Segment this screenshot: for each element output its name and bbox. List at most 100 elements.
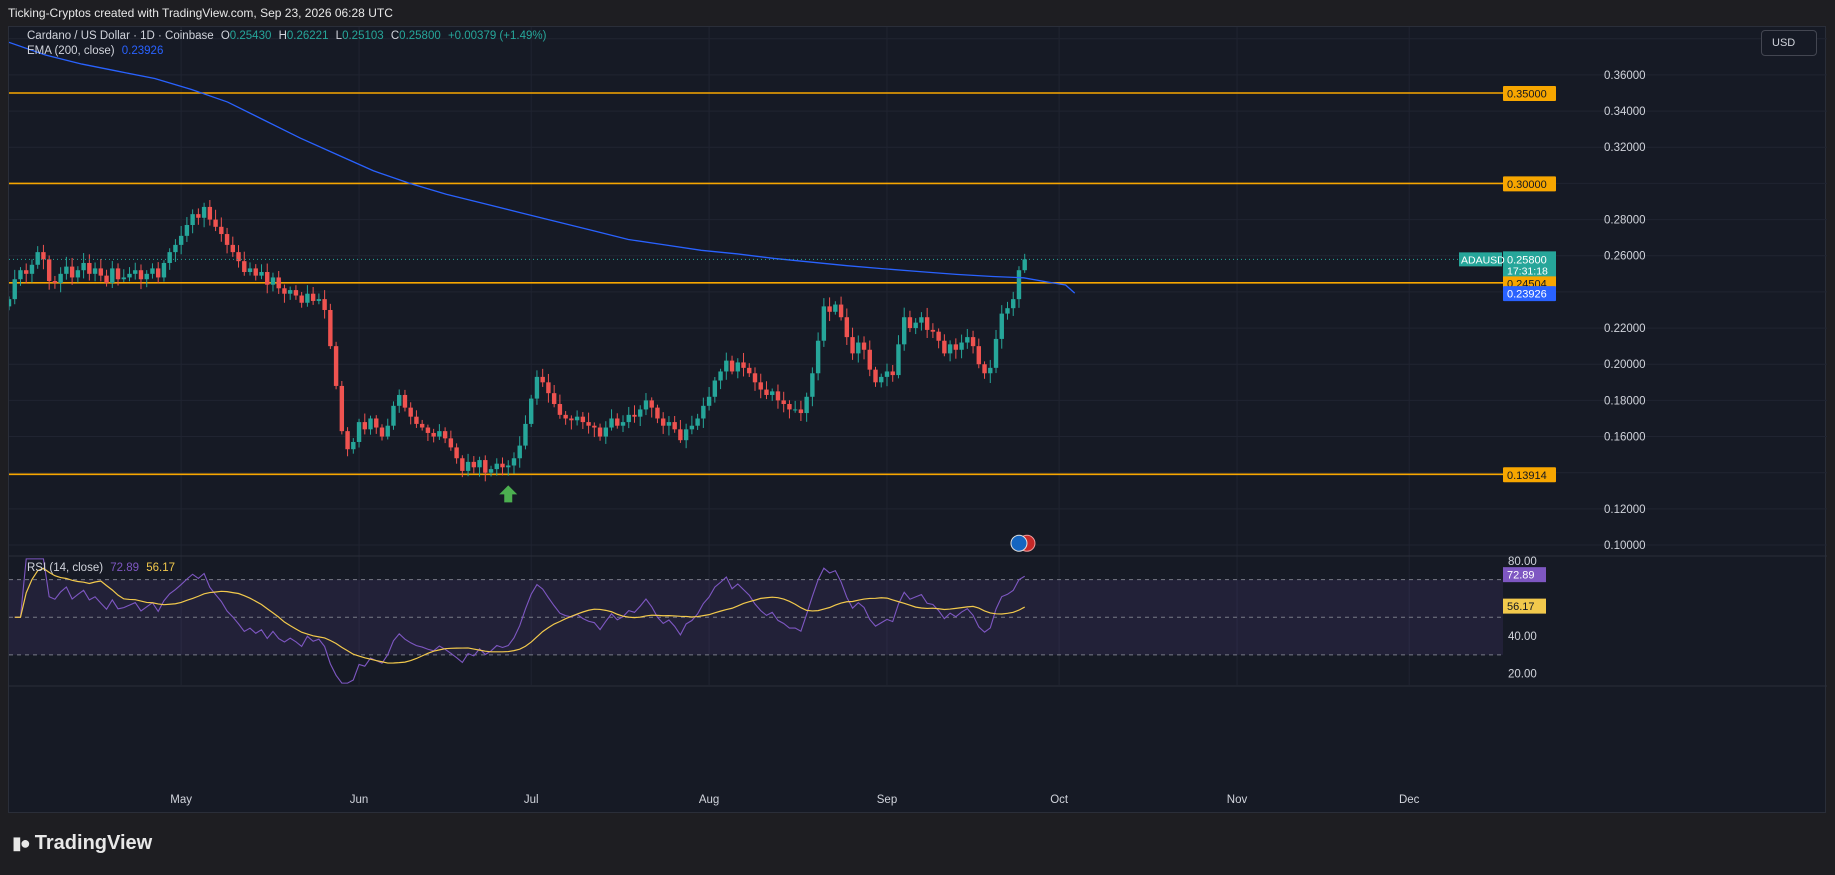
candle-body [873, 369, 878, 383]
candle [242, 251, 247, 276]
candle-body [603, 427, 608, 437]
candle-body [752, 373, 758, 383]
candle-body [827, 306, 832, 312]
candle [115, 263, 121, 286]
candle-body [173, 244, 178, 253]
candle-body [890, 371, 895, 376]
candle [328, 303, 333, 349]
candle [253, 264, 258, 281]
candle-body [833, 304, 838, 312]
candle-body [397, 394, 402, 406]
candle [844, 308, 850, 345]
candle-body [138, 270, 144, 280]
candle [890, 364, 895, 382]
candle-body [471, 461, 477, 468]
candle [988, 359, 993, 384]
rsi-badge-bg [1503, 567, 1546, 583]
candle-body [770, 391, 775, 395]
candle [747, 363, 752, 378]
currency-button[interactable]: USD [1761, 30, 1817, 56]
candle [833, 301, 838, 315]
candle [592, 422, 597, 438]
candle [374, 415, 379, 434]
time-tick-label: Nov [1227, 794, 1248, 806]
candle-body [838, 304, 844, 318]
candle-body [219, 226, 224, 235]
candle-body [729, 360, 735, 372]
candle-body [523, 423, 528, 446]
candle [133, 262, 138, 280]
candle [230, 236, 235, 257]
candle [356, 418, 362, 448]
candle [569, 415, 574, 430]
candle-body [184, 225, 190, 236]
candle-body [201, 206, 207, 218]
candle [110, 261, 115, 288]
candle-body [144, 273, 149, 280]
candle [511, 452, 517, 474]
candle-body [207, 206, 213, 220]
candle-body [574, 416, 580, 421]
candle-body [781, 400, 786, 405]
candle-body [270, 277, 276, 285]
candle [506, 460, 511, 476]
candle-body [861, 342, 867, 350]
candle-body [18, 270, 23, 280]
candle-body [454, 447, 459, 459]
candle [529, 394, 534, 428]
candle [293, 285, 299, 300]
candle-body [506, 465, 511, 468]
candle [735, 358, 740, 379]
candle [87, 254, 92, 281]
candle [856, 335, 861, 363]
candle [775, 384, 781, 409]
candle [196, 208, 201, 225]
candle [632, 405, 637, 423]
candle-body [437, 431, 442, 437]
candle-body [775, 391, 781, 401]
candle [580, 412, 586, 429]
candle [224, 227, 230, 254]
candle-body [850, 337, 855, 354]
candle-body [930, 329, 936, 332]
candle-body [896, 344, 901, 376]
time-tick-label: Sep [877, 794, 897, 806]
candle [850, 327, 855, 360]
chart-frame[interactable]: 0.36000 0.34000 0.32000 0.28000 0.26000 0.220… [8, 26, 1827, 814]
candle-body [569, 418, 574, 421]
ema-value: 0.23926 [121, 45, 164, 57]
candle-body [643, 400, 649, 410]
candle-body [150, 268, 155, 274]
candle [540, 368, 545, 387]
candle-body [580, 416, 586, 423]
candle-body [483, 460, 488, 473]
candle [379, 424, 385, 441]
candle-body [310, 293, 316, 301]
candle-body [907, 317, 913, 329]
candle [706, 387, 712, 411]
candle-body [167, 252, 172, 263]
candle [861, 336, 867, 360]
candle [310, 286, 316, 305]
level-badge-bg [1503, 467, 1556, 483]
candle-body [953, 344, 959, 350]
candle-body [1011, 299, 1016, 309]
candle [896, 335, 901, 379]
candle-body [374, 418, 379, 428]
candle-body [305, 293, 310, 303]
candle-body [253, 268, 258, 276]
candle-body [706, 396, 712, 406]
candle-body [121, 277, 126, 280]
candle-body [792, 409, 798, 411]
candle [247, 262, 253, 276]
candle [718, 368, 723, 390]
candle [649, 397, 654, 418]
candle [764, 381, 769, 400]
candle-body [815, 340, 821, 374]
time-tick-label: Aug [699, 794, 719, 806]
candle [724, 352, 729, 380]
candle [758, 373, 763, 399]
price-chart[interactable]: 0.36000 0.34000 0.32000 0.28000 0.26000 0.220… [9, 27, 1827, 814]
candle [305, 285, 310, 307]
candle [316, 293, 322, 305]
